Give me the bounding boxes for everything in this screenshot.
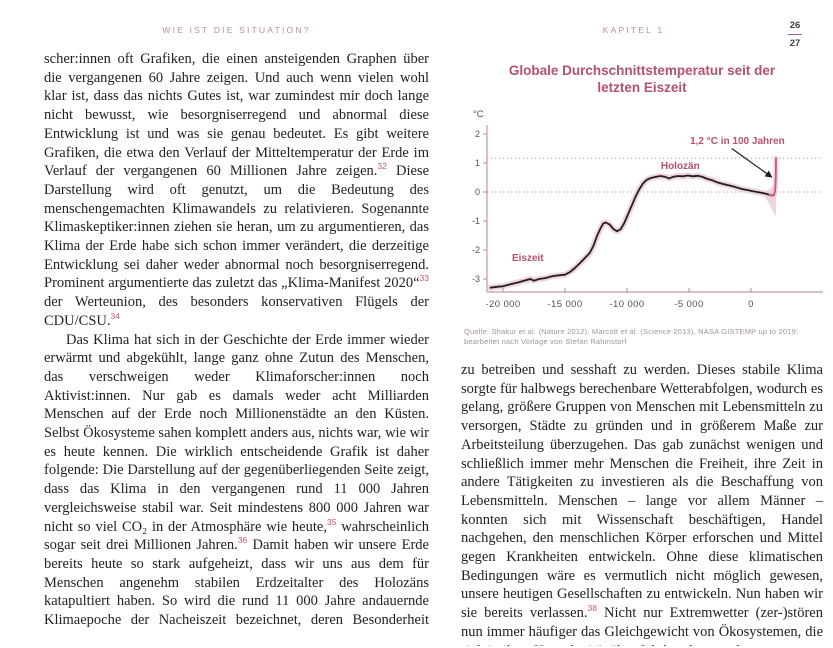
y-tick-label: 2 bbox=[475, 129, 480, 139]
x-tick-label: -20 000 bbox=[485, 299, 520, 310]
page-number-divider bbox=[788, 33, 802, 35]
temperature-chart: 2 1 0 -1 -2 -3 -20 000 -15 000 -10 000 -5 000 0 °C E… bbox=[472, 109, 823, 310]
x-tick-label: -10 000 bbox=[609, 299, 644, 310]
footnote-marker: 33 bbox=[419, 273, 429, 284]
chart-annotation: Eiszeit bbox=[512, 253, 544, 264]
left-body-text: scher:innen oft Grafiken, die einen anst… bbox=[44, 50, 429, 630]
y-tick-label: 1 bbox=[475, 158, 480, 168]
page-number-bottom: 27 bbox=[789, 37, 801, 49]
chart-annotation: Holozän bbox=[661, 161, 700, 172]
paragraph: Das Klima hat sich in der Geschichte der… bbox=[44, 331, 429, 629]
left-running-header: WIE IST DIE SITUATION? bbox=[162, 25, 311, 35]
footnote-marker: 32 bbox=[377, 161, 387, 172]
chart-source-line1: Quelle: Shakur et al. (Nature 2012), Mar… bbox=[464, 327, 799, 336]
footnote-marker: 35 bbox=[326, 516, 337, 527]
right-running-header: KAPITEL 1 bbox=[602, 25, 665, 35]
footnote-marker: 34 bbox=[110, 311, 120, 322]
paragraph: zu betreiben und sesshaft zu werden. Die… bbox=[461, 362, 823, 646]
temperature-curve bbox=[489, 174, 775, 289]
chart-title: Globale Durchschnittstemperatur seit der… bbox=[508, 63, 776, 95]
y-tick-label: -3 bbox=[472, 274, 480, 284]
page-number-top: 26 bbox=[789, 20, 801, 31]
right-body-text: zu betreiben und sesshaft zu werden. Die… bbox=[461, 361, 823, 646]
x-tick-label: -15 000 bbox=[547, 299, 582, 310]
y-tick-label: 0 bbox=[475, 187, 480, 197]
x-tick-label: -5 000 bbox=[674, 299, 703, 310]
chart-source-line2: bearbeitet nach Vorlage von Stefan Rahms… bbox=[464, 336, 627, 346]
footnote-marker: 38 bbox=[587, 603, 597, 614]
chart-source: Quelle: Shakur et al. (Nature 2012), Mar… bbox=[464, 327, 824, 346]
x-tick-label: 0 bbox=[748, 299, 754, 310]
y-axis-unit-label: °C bbox=[473, 109, 484, 120]
temperature-curve-recent bbox=[768, 157, 777, 197]
footnote-marker: 36 bbox=[237, 535, 248, 546]
page-number-indicator: 26 27 bbox=[785, 20, 805, 49]
paragraph: scher:innen oft Grafiken, die einen anst… bbox=[44, 51, 429, 329]
y-tick-label: -1 bbox=[472, 216, 480, 226]
y-tick-label: -2 bbox=[472, 245, 480, 255]
annotation-arrow bbox=[731, 148, 773, 178]
chart-annotation: 1,2 °C in 100 Jahren bbox=[690, 136, 785, 147]
